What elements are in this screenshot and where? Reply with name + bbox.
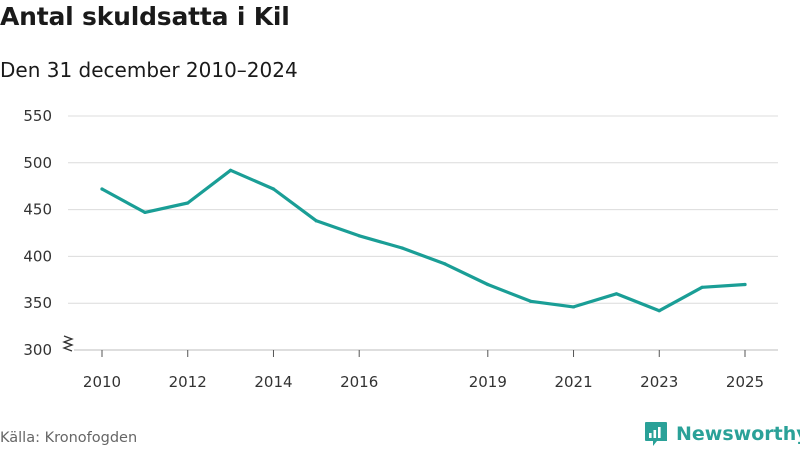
x-tick-label-2012: 2012 (169, 373, 207, 391)
data-point-2020 (529, 299, 533, 303)
x-tick-label-2025: 2025 (726, 373, 764, 391)
y-tick-label-400: 400 (23, 247, 52, 265)
data-point-2012 (186, 201, 190, 205)
axis-break-mask (60, 332, 74, 356)
axis-break-mark-bottom (62, 341, 74, 352)
data-point-2016 (357, 234, 361, 238)
data-point-2019 (486, 282, 490, 287)
y-tick-label-350: 350 (23, 294, 52, 312)
x-tick-label-2014: 2014 (254, 373, 292, 391)
data-point-2011 (143, 210, 147, 215)
data-point-2024 (700, 285, 704, 289)
source-note: Källa: Kronofogden (0, 430, 138, 446)
brand-name: Newsworthy (676, 423, 800, 445)
x-tick-label-2010: 2010 (83, 373, 121, 391)
data-point-2025 (743, 282, 747, 287)
y-tick-label-300: 300 (23, 341, 52, 359)
x-tick-label-2019: 2019 (469, 373, 507, 391)
data-point-2010 (100, 187, 104, 191)
data-point-2023 (657, 309, 661, 313)
brand-logo: Newsworthy (644, 420, 800, 448)
chart-subtitle: Den 31 december 2010–2024 (0, 58, 298, 82)
data-point-2021 (571, 305, 576, 309)
y-tick-label-550: 550 (23, 107, 52, 125)
y-tick-label-500: 500 (23, 154, 52, 172)
data-point-2013 (229, 168, 233, 172)
data-point-2022 (614, 292, 619, 296)
data-point-2017 (400, 246, 404, 250)
data-point-2018 (443, 262, 447, 266)
data-point-2014 (271, 187, 276, 191)
x-tick-label-2021: 2021 (554, 373, 592, 391)
data-point-2015 (314, 219, 318, 223)
series-line-0 (100, 168, 747, 313)
x-tick-label-2023: 2023 (640, 373, 678, 391)
y-tick-label-450: 450 (23, 201, 52, 219)
newsworthy-logo-icon (645, 422, 667, 446)
x-tick-label-2016: 2016 (340, 373, 378, 391)
chart-title: Antal skuldsatta i Kil (0, 2, 290, 31)
